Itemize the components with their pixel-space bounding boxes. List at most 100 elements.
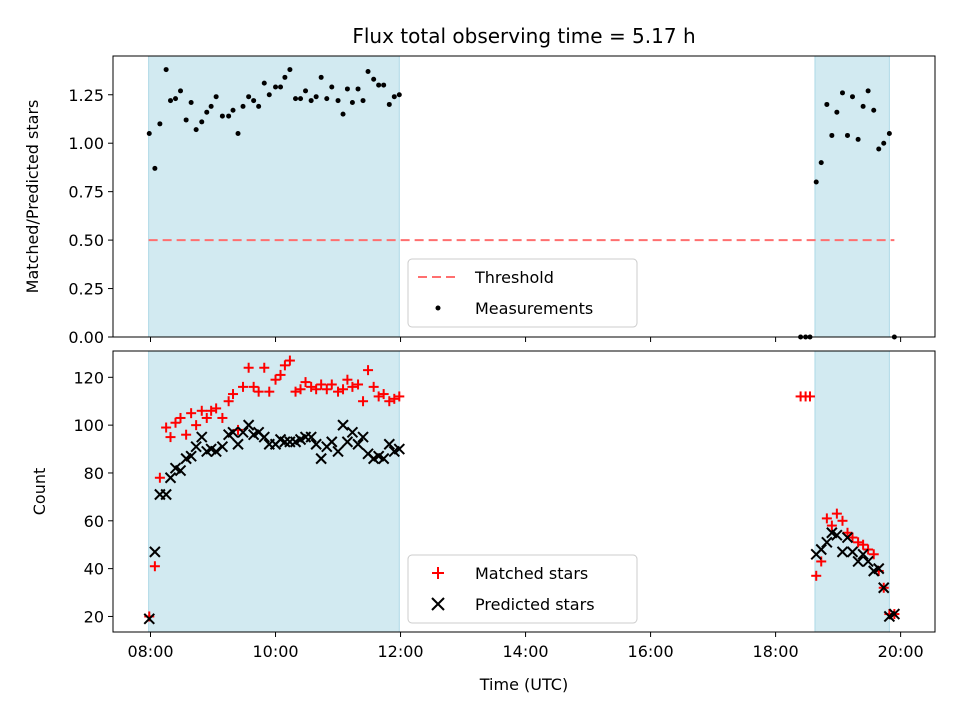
top-legend-box — [407, 258, 638, 328]
x-tick-label: 18:00 — [753, 642, 799, 661]
shaded-interval — [148, 55, 400, 338]
matched-star-point — [248, 381, 259, 392]
measurement-point — [818, 160, 824, 166]
matched-star-point — [270, 374, 281, 385]
matched-star-point — [191, 420, 202, 431]
measurement-point — [235, 131, 241, 137]
measurement-point — [396, 92, 402, 98]
measurements-series — [146, 67, 897, 340]
measurement-point — [178, 88, 184, 94]
measurement-point — [293, 96, 299, 102]
legend-matched-label: Matched stars — [475, 564, 588, 583]
legend-predicted-label: Predicted stars — [475, 595, 595, 614]
y-tick-label: 80 — [84, 464, 104, 483]
matched-star-point — [373, 391, 384, 402]
measurement-point — [303, 88, 309, 94]
measurement-point — [855, 136, 861, 142]
matched-star-point — [284, 355, 295, 366]
legend-threshold-label: Threshold — [474, 268, 554, 287]
matched-star-point — [378, 389, 389, 400]
measurement-point — [829, 132, 835, 138]
measurement-point — [834, 109, 840, 115]
predicted-star-point — [846, 546, 859, 558]
predicted-star-point — [815, 543, 827, 556]
observing-window-shading — [148, 350, 890, 633]
matched-star-point — [368, 381, 379, 392]
matched-star-point — [306, 381, 317, 392]
predicted-star-point — [210, 445, 222, 458]
matched-star-point — [290, 386, 301, 397]
matched-star-point — [196, 405, 207, 416]
predicted-star-point — [174, 464, 187, 477]
top-y-axis: 0.00 0.25 0.50 0.75 1.00 1.25 — [68, 86, 113, 347]
matched-star-point — [394, 391, 405, 402]
y-tick-label: 20 — [84, 607, 104, 626]
matched-star-point — [868, 549, 879, 560]
predicted-star-point — [888, 608, 901, 620]
predicted-star-point — [383, 438, 395, 450]
measurement-point — [173, 96, 179, 102]
matched-star-point — [804, 391, 815, 402]
predicted-star-point — [160, 488, 172, 501]
matched-star-point — [842, 527, 853, 538]
measurement-point — [204, 109, 210, 115]
matched-star-point — [238, 381, 249, 392]
y-tick-label: 1.25 — [68, 86, 104, 105]
measurement-point — [298, 96, 304, 102]
measurement-point — [344, 86, 350, 92]
predicted-star-point — [149, 546, 161, 558]
predicted-star-point — [831, 529, 843, 541]
predicted-star-point — [237, 426, 249, 439]
predicted-star-point — [878, 582, 890, 594]
matched-star-point — [206, 405, 217, 416]
matched-star-point — [186, 408, 197, 419]
measurement-point — [256, 103, 262, 109]
top-panel: 0.00 0.25 0.50 0.75 1.00 1.25 Matched/Predict… — [23, 55, 936, 347]
measurement-point — [376, 82, 382, 88]
predicted-star-point — [232, 438, 244, 450]
matched-star-point — [259, 362, 270, 373]
top-legend: Threshold Measurements — [407, 258, 638, 328]
y-tick-label: 1.00 — [68, 134, 104, 153]
measurement-point — [318, 74, 324, 80]
y-tick-label: 0.25 — [68, 280, 104, 299]
predicted-star-point — [836, 546, 849, 558]
matched-star-point — [300, 377, 311, 388]
x-tick-label: 08:00 — [127, 642, 173, 661]
measurement-point — [188, 100, 194, 106]
matched-star-point — [333, 386, 344, 397]
predicted-star-point — [393, 443, 406, 455]
predicted-star-point — [873, 562, 885, 575]
matched-star-point — [347, 381, 358, 392]
measurement-point — [313, 94, 319, 100]
measurement-point — [335, 98, 341, 104]
measurement-point — [287, 67, 293, 73]
predicted-star-point — [857, 548, 869, 560]
measurement-point — [219, 113, 225, 119]
matched-star-point — [201, 412, 212, 423]
predicted-star-point — [258, 431, 270, 443]
y-tick-label: 100 — [73, 416, 104, 435]
measurement-point — [266, 92, 272, 98]
predicted-star-point — [841, 531, 854, 544]
matched-star-point — [311, 384, 322, 395]
measurement-point — [246, 94, 252, 100]
measurement-point — [355, 86, 361, 92]
x-tick-label: 14:00 — [503, 642, 549, 661]
matched-star-point — [295, 384, 306, 395]
matched-star-point — [275, 369, 286, 380]
matched-star-point — [264, 386, 275, 397]
matched-star-point — [149, 561, 160, 572]
predicted-star-point — [242, 419, 255, 431]
matched-star-point — [363, 365, 374, 376]
matched-star-point — [853, 537, 864, 548]
measurement-point — [886, 131, 892, 137]
matched-star-point — [253, 386, 264, 397]
predicted-star-point — [216, 440, 229, 453]
measurement-point — [340, 111, 346, 117]
measurement-point — [251, 98, 257, 104]
chart-title: Flux total observing time = 5.17 h — [352, 24, 695, 48]
predicted-star-point — [332, 445, 344, 458]
matched-star-point — [389, 393, 400, 404]
matched-star-point — [858, 539, 869, 550]
